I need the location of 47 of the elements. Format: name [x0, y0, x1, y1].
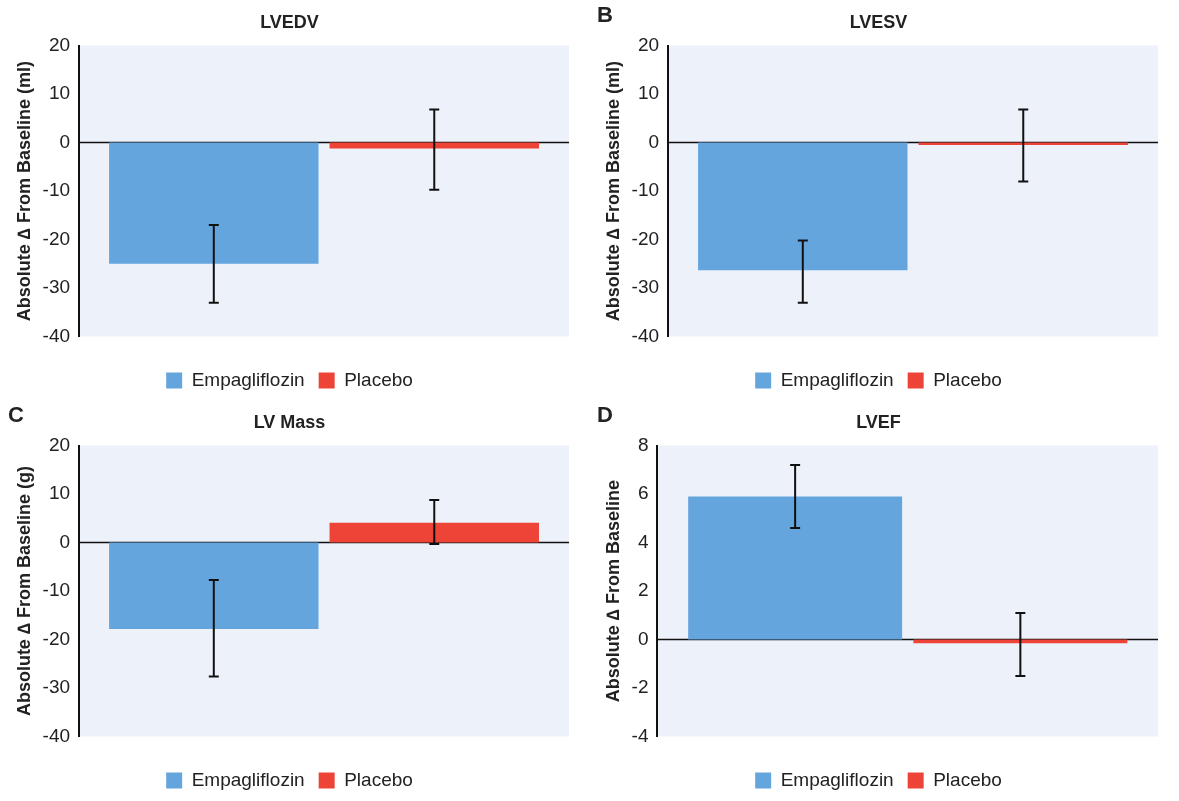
y-tick-label: 8 [637, 433, 649, 455]
legend-label: Empagliflozin [191, 368, 305, 390]
y-tick-label: 20 [48, 433, 71, 455]
legend-label: Empagliflozin [780, 768, 894, 790]
chart-title: LVEF [856, 411, 901, 432]
y-tick-label: -20 [42, 227, 71, 249]
y-tick-label: 20 [637, 33, 660, 55]
y-tick-label: -2 [631, 676, 649, 698]
chart-title: LVESV [849, 11, 908, 32]
y-tick-label: 0 [59, 530, 71, 552]
y-tick-label: -40 [42, 324, 71, 346]
y-tick-label: -30 [631, 276, 660, 298]
y-tick-label: -20 [42, 627, 71, 649]
y-tick-label: -10 [42, 579, 71, 601]
y-tick-label: 10 [48, 82, 71, 104]
y-tick-label: 10 [48, 482, 71, 504]
y-tick-label: -30 [42, 676, 71, 698]
legend-label: Placebo [933, 368, 1002, 390]
y-tick-label: -40 [42, 724, 71, 746]
chart-title: LV Mass [253, 411, 326, 432]
y-tick-label: 0 [59, 130, 71, 152]
y-tick-label: 10 [637, 82, 660, 104]
y-axis-title: Absolute ∆ From Baseline (ml) [602, 61, 623, 322]
y-tick-label: -20 [631, 227, 660, 249]
y-tick-label: -10 [631, 179, 660, 201]
text: C [8, 402, 24, 428]
y-tick-label: 0 [648, 130, 660, 152]
legend-label: Empagliflozin [780, 368, 894, 390]
y-tick-label: -4 [631, 724, 649, 746]
y-tick-label: 2 [637, 579, 649, 601]
text: B [597, 2, 613, 28]
legend-label: Placebo [344, 768, 413, 790]
y-tick-label: -40 [631, 324, 660, 346]
y-tick-label: 6 [637, 482, 649, 504]
y-tick-label: -10 [42, 179, 71, 201]
legend-label: Empagliflozin [191, 768, 305, 790]
y-tick-label: 20 [48, 33, 71, 55]
y-axis-title: Absolute ∆ From Baseline (g) [13, 466, 34, 717]
text: D [597, 402, 613, 428]
y-tick-label: -30 [42, 276, 71, 298]
legend-label: Placebo [344, 368, 413, 390]
y-tick-label: 0 [637, 627, 649, 649]
chart-title: LVEDV [260, 11, 319, 32]
y-axis-title: Absolute ∆ From Baseline (ml) [13, 61, 34, 322]
y-axis-title: Absolute ∆ From Baseline [602, 480, 623, 703]
y-tick-label: 4 [637, 530, 649, 552]
legend-label: Placebo [933, 768, 1002, 790]
